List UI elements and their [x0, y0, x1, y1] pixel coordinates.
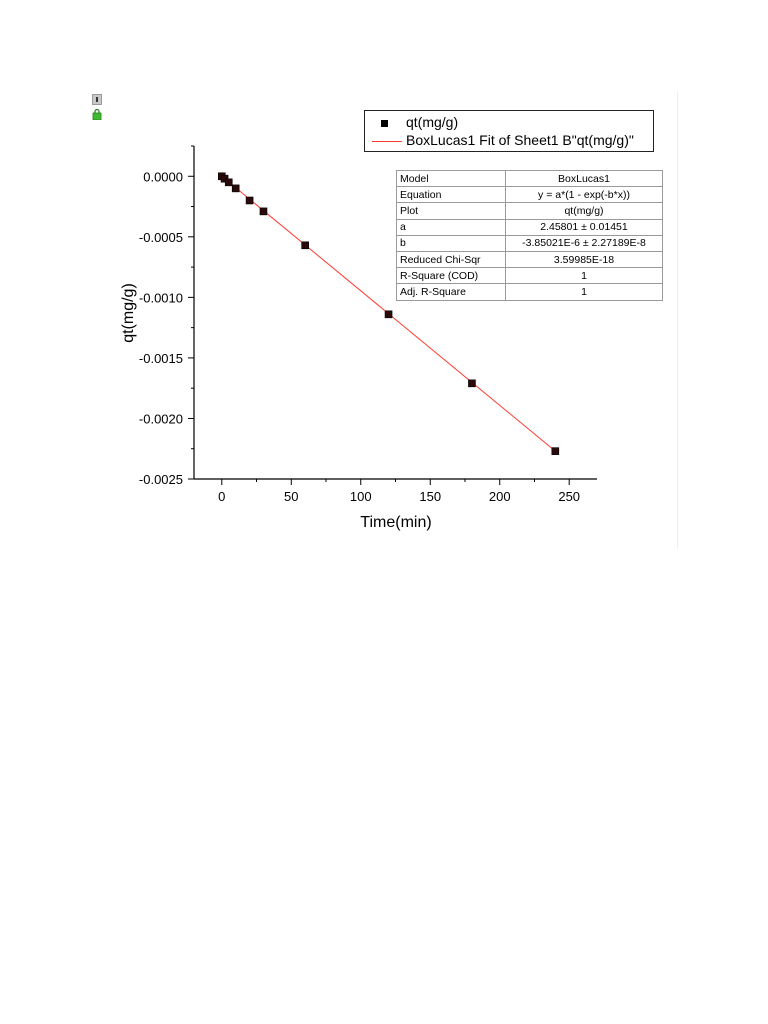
y-tick-label: -0.0005	[139, 230, 183, 245]
data-point	[551, 447, 560, 455]
fit-table-row: b -3.85021E-6 ± 2.27189E-8	[396, 234, 663, 252]
fit-table-key: Equation	[396, 186, 506, 204]
x-tick-label: 200	[489, 489, 511, 504]
fit-table-value: 1	[505, 267, 663, 285]
lock-icon[interactable]	[92, 109, 102, 120]
y-tick-label: -0.0010	[139, 290, 183, 305]
x-tick-label: 0	[218, 489, 225, 504]
tick-layer: 0 50 100 150 200 250 0.0000 -0.0005 -0.0010 -0.00…	[139, 145, 580, 504]
fit-table-key: b	[396, 234, 506, 252]
data-point	[468, 379, 476, 388]
fit-table-key: R-Square (COD)	[396, 267, 506, 285]
legend-item-data: qt(mg/g)	[365, 114, 653, 132]
fit-table-key: a	[396, 218, 506, 236]
fit-table-value: -3.85021E-6 ± 2.27189E-8	[505, 234, 663, 252]
x-tick-label: 250	[558, 489, 580, 504]
fit-table-row: R-Square (COD) 1	[396, 267, 663, 285]
fit-table-key: Adj. R-Square	[396, 283, 506, 301]
red-line-icon	[372, 141, 402, 142]
fit-table-row: Model BoxLucas1	[396, 169, 663, 188]
y-tick-label: -0.0025	[139, 472, 183, 487]
fit-table-value: qt(mg/g)	[505, 202, 663, 220]
data-point	[301, 241, 309, 250]
fit-table-row: Plot qt(mg/g)	[396, 202, 663, 220]
x-tick-label: 50	[284, 489, 298, 504]
legend-item-fit: BoxLucas1 Fit of Sheet1 B"qt(mg/g)"	[365, 132, 653, 150]
fit-table-row: Equation y = a*(1 - exp(-b*x))	[396, 186, 663, 204]
fit-table-row: Reduced Chi-Sqr 3.59985E-18	[396, 250, 663, 269]
fit-table-value: BoxLucas1	[505, 169, 663, 188]
y-tick-label: -0.0020	[139, 411, 183, 426]
fit-table-value: y = a*(1 - exp(-b*x))	[505, 186, 663, 204]
fit-table-key: Plot	[396, 202, 506, 220]
x-tick-label: 100	[350, 489, 372, 504]
y-tick-label: -0.0015	[139, 351, 183, 366]
data-point	[384, 310, 393, 319]
data-point	[224, 178, 233, 187]
y-tick-label: 0.0000	[143, 169, 183, 184]
fit-table-row: a 2.45801 ± 0.01451	[396, 218, 663, 236]
info-icon[interactable]	[92, 94, 102, 105]
window-border	[677, 92, 678, 548]
fit-table-value: 2.45801 ± 0.01451	[505, 218, 663, 236]
legend: qt(mg/g) BoxLucas1 Fit of Sheet1 B"qt(mg…	[364, 110, 654, 152]
fit-table-value: 1	[505, 283, 663, 301]
data-point	[259, 207, 268, 216]
fit-results-table: Model BoxLucas1 Equation y = a*(1 - exp(-b*…	[396, 169, 663, 301]
y-axis-label: qt(mg/g)	[120, 283, 137, 343]
data-point	[245, 196, 254, 205]
legend-label-fit: BoxLucas1 Fit of Sheet1 B"qt(mg/g)"	[406, 132, 634, 148]
x-tick-label: 150	[419, 489, 441, 504]
fit-table-value: 3.59985E-18	[505, 250, 663, 269]
fit-table-row: Adj. R-Square 1	[396, 283, 663, 301]
x-axis-label: Time(min)	[360, 514, 431, 531]
fit-table-key: Reduced Chi-Sqr	[396, 250, 506, 269]
data-points-layer	[217, 172, 560, 455]
square-marker-icon	[381, 120, 388, 127]
data-point	[231, 184, 240, 193]
fit-table-key: Model	[396, 169, 506, 188]
legend-label-data: qt(mg/g)	[406, 114, 459, 130]
